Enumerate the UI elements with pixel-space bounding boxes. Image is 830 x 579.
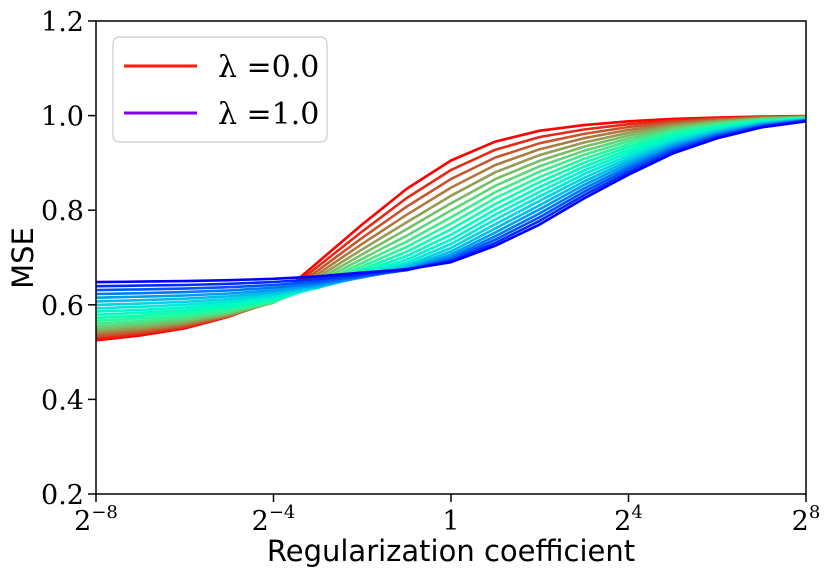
- series-line-16: [95, 119, 807, 296]
- series-line-7: [95, 116, 807, 325]
- y-tick-label: 0.2: [41, 480, 84, 511]
- y-tick-label: 0.6: [41, 291, 84, 322]
- x-axis-label: Regularization coefficient: [267, 534, 635, 568]
- legend-label-lambda-0: λ =0.0: [218, 50, 319, 85]
- series-line-13: [95, 118, 807, 307]
- legend-box: [112, 36, 328, 143]
- series-line-17: [95, 119, 807, 292]
- x-tick-label: 2−8: [74, 502, 118, 537]
- series-line-8: [95, 116, 807, 322]
- x-tick-label: 28: [792, 502, 821, 537]
- y-tick-label: 1.0: [41, 102, 84, 133]
- y-axis-label: MSE: [6, 227, 40, 289]
- ticks-layer: 0.2 0.4 0.6 0.8 1.0 1.2 2−8 2−4 1 24 28: [41, 7, 820, 537]
- series-line-10: [95, 117, 807, 316]
- y-tick-label: 0.8: [41, 196, 84, 227]
- series-line-6: [95, 116, 807, 328]
- y-tick-label: 1.2: [41, 7, 84, 38]
- series-line-9: [95, 116, 807, 320]
- series-line-11: [95, 117, 807, 313]
- series-layer: [95, 114, 807, 342]
- x-tick-label: 1: [442, 506, 459, 537]
- series-line-15: [95, 118, 807, 299]
- series-line-5: [95, 115, 807, 331]
- legend-label-lambda-1: λ =1.0: [218, 97, 319, 132]
- x-tick-label: 24: [614, 502, 643, 537]
- y-tick-label: 0.4: [41, 385, 84, 416]
- legend: λ =0.0 λ =1.0: [112, 36, 328, 143]
- x-tick-label: 2−4: [252, 502, 296, 537]
- series-line-14: [95, 118, 807, 303]
- series-line-19: [95, 120, 807, 284]
- series-line-12: [95, 117, 807, 310]
